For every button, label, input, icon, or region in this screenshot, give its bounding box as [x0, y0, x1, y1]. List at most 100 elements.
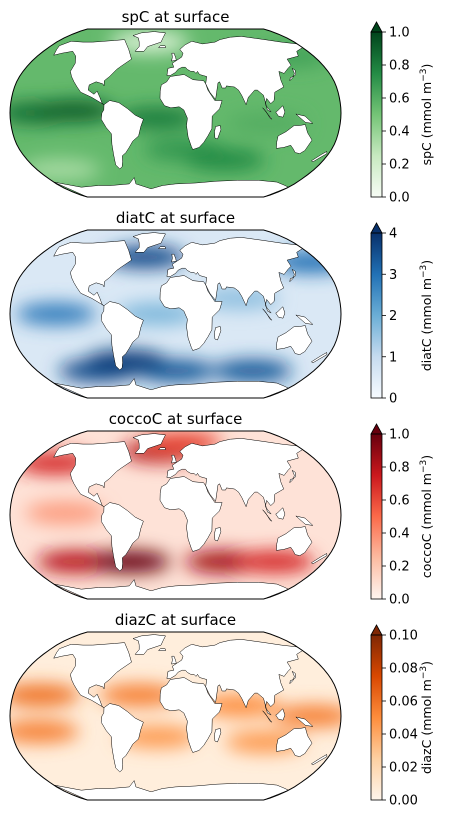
continent-australia [276, 124, 313, 154]
colorbar-gradient [371, 434, 382, 599]
colorbar-label: coccoC (mmol m−3) [419, 455, 434, 578]
continent-eurasia [166, 639, 303, 716]
field-feature [15, 303, 96, 325]
panel-2: diatC at surface 0 1 2 3 4 diatC (mmol m−3) [9, 209, 434, 407]
continent-indonesia [262, 308, 272, 321]
ocean-field [10, 632, 341, 800]
continent-north-america [53, 240, 132, 306]
colorbar-label: diatC (mmol m−3) [419, 260, 434, 371]
colorbar-tick-label: 0.6 [389, 494, 410, 509]
continent-australia [276, 727, 313, 757]
continent-south-america [100, 502, 144, 572]
colorbar-tick-label: 0.2 [389, 560, 410, 575]
continent-new-guinea [295, 314, 314, 325]
colorbar-frame [370, 433, 383, 600]
continent-japan [289, 67, 297, 82]
continent-south-america [100, 100, 144, 170]
continent-indonesia [262, 509, 272, 522]
colorbar-extend-arrow [370, 423, 383, 435]
colorbar: 0.0 0.2 0.4 0.6 0.8 1.0 spC (mmol m−3) [370, 21, 434, 206]
colorbar-tick-label: 0 [389, 392, 397, 407]
continent-new-guinea [295, 716, 314, 727]
continent-north-america [53, 441, 132, 507]
colorbar-tick-label: 0.08 [389, 662, 418, 677]
continent-iceland [158, 45, 166, 48]
colorbar-tick-label: 0.0 [389, 191, 410, 206]
continent-britain [171, 52, 177, 62]
colorbar-tick-label: 0.00 [389, 794, 418, 809]
colorbar-tick-label: 0.6 [389, 92, 410, 107]
continent-africa [159, 74, 223, 150]
continent-australia [276, 325, 313, 355]
land-mask [53, 31, 328, 197]
colorbar-tick-label: 0.4 [389, 125, 410, 140]
continent-japan [289, 670, 297, 685]
continent-madagascar [214, 125, 222, 140]
colorbar-tick-label: 1.0 [389, 26, 410, 41]
field-feature [234, 550, 315, 573]
field-feature [184, 148, 265, 171]
continent-madagascar [214, 326, 222, 341]
continent-britain [171, 454, 177, 464]
continent-antarctica [53, 578, 290, 599]
colorbar-tick-label: 0.06 [389, 695, 418, 710]
panel-title: spC at surface [122, 8, 230, 26]
field-feature [273, 705, 341, 727]
colorbar-label: spC (mmol m−3) [419, 64, 434, 166]
continent-new-zealand [310, 754, 328, 766]
field-feature [227, 112, 308, 135]
continent-madagascar [214, 728, 222, 743]
colorbar-gradient [371, 233, 382, 398]
continent-indonesia [262, 710, 272, 723]
colorbar-tick-label: 0.02 [389, 761, 418, 776]
continent-britain [171, 253, 177, 263]
continent-indonesia [262, 107, 272, 120]
continent-eurasia [166, 438, 303, 515]
colorbar: 0.00 0.02 0.04 0.06 0.08 0.10 diazC (mmol m−3) [370, 624, 434, 809]
land-mask [53, 433, 328, 599]
continent-new-zealand [310, 553, 328, 565]
continent-africa [159, 476, 223, 552]
continent-madagascar [214, 527, 222, 542]
panel-1: spC at surface 0.0 0.2 0.4 0.6 0.8 1.0 spC (mmo… [9, 8, 434, 206]
continent-africa [159, 275, 223, 351]
continent-australia [276, 526, 313, 556]
colorbar-tick-label: 1.0 [389, 428, 410, 443]
field-feature [99, 684, 180, 707]
colorbar-gradient [371, 32, 382, 197]
field-feature [25, 501, 106, 524]
field-feature [34, 99, 115, 122]
colorbar-tick-label: 0.8 [389, 461, 410, 476]
colorbar-label: diazC (mmol m−3) [419, 661, 434, 774]
colorbar-tick-label: 1 [389, 350, 397, 365]
field-feature [86, 349, 167, 372]
continent-antarctica [53, 176, 290, 197]
colorbar-tick-label: 3 [389, 268, 397, 283]
colorbar: 0 1 2 3 4 diatC (mmol m−3) [370, 222, 434, 407]
panel-title: diazC at surface [115, 611, 236, 629]
continent-south-america [100, 703, 144, 773]
continent-iceland [158, 447, 166, 450]
colorbar-tick-label: 0.8 [389, 59, 410, 74]
land-mask [53, 232, 328, 398]
continent-borneo [275, 708, 286, 721]
colorbar-frame [370, 31, 383, 198]
continent-new-zealand [310, 352, 328, 364]
colorbar-tick-label: 0.04 [389, 728, 418, 743]
panel-title: coccoC at surface [109, 410, 243, 428]
continent-south-america [100, 301, 144, 371]
colorbar-tick-label: 0.2 [389, 158, 410, 173]
field-feature [20, 158, 101, 181]
field-feature [90, 550, 171, 573]
map-border [9, 229, 342, 399]
continent-antarctica [53, 779, 290, 800]
continent-borneo [275, 306, 286, 319]
field-feature [10, 684, 81, 707]
land-mask [53, 634, 328, 800]
map-border [9, 28, 342, 198]
colorbar-tick-label: 2 [389, 309, 397, 324]
field-feature [10, 720, 79, 743]
continent-japan [289, 268, 297, 283]
continent-japan [289, 469, 297, 484]
